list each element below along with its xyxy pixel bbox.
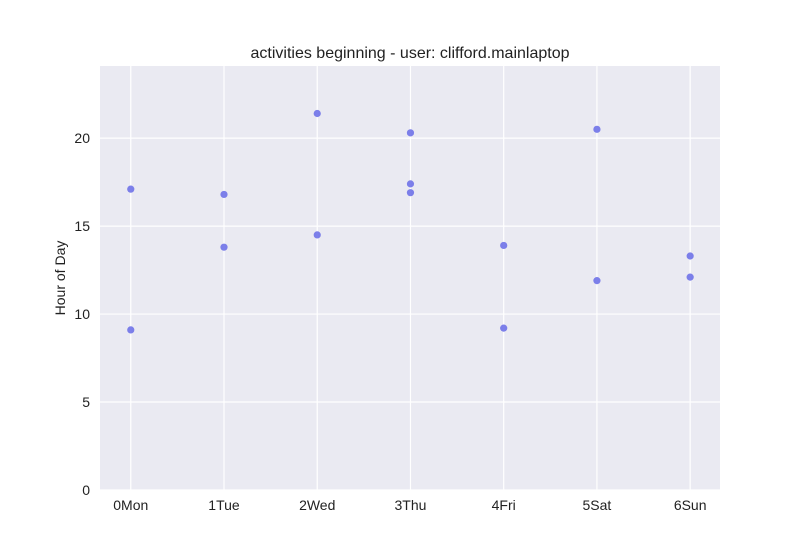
x-tick-label: 4Fri [492,497,516,513]
x-tick-label: 6Sun [674,497,707,513]
data-point [406,180,415,188]
x-tick-label: 1Tue [208,497,240,513]
data-point [127,185,135,193]
x-tick-label: 3Thu [395,497,427,513]
data-point [313,231,321,239]
y-tick-label: 20 [74,130,90,146]
gridlines [100,66,720,491]
data-point [220,190,228,199]
data-point [406,129,415,137]
x-tick-label: 0Mon [113,497,148,513]
y-tick-label: 5 [82,394,90,410]
chart-title: activities beginning - user: clifford.ma… [251,45,570,62]
x-tick-labels: 0Mon 1Tue 2Wed 3Thu 4Fri 5Sat 6Sun [113,497,706,513]
y-tick-labels: 0 5 10 15 20 [74,130,90,498]
data-point [313,109,321,118]
y-tick-label: 10 [74,306,90,322]
data-point [406,189,415,197]
data-point [500,324,508,332]
y-tick-label: 0 [82,482,90,498]
y-axis-label: Hour of Day [52,241,68,316]
data-point [593,277,601,285]
data-point [686,252,694,260]
data-point [127,326,135,334]
data-points [127,109,694,334]
x-tick-label: 2Wed [299,497,335,513]
data-point [593,125,601,133]
data-point [500,241,508,250]
x-tick-label: 5Sat [583,497,612,513]
y-tick-label: 15 [74,218,90,234]
data-point [686,273,694,281]
data-point [220,243,228,251]
